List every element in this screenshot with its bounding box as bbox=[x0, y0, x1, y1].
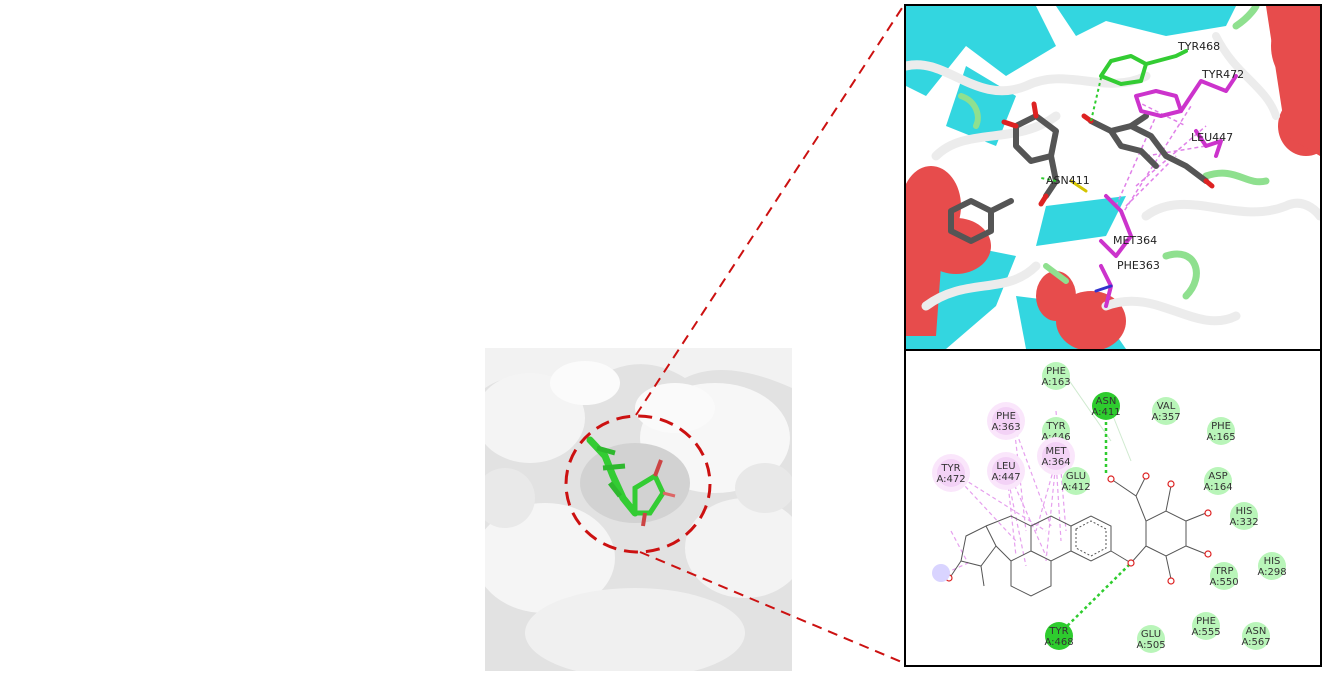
hydrophobic-interactions bbox=[1115, 100, 1207, 217]
label-met364: MET364 bbox=[1113, 234, 1157, 247]
residue-name: HIS bbox=[1236, 506, 1253, 517]
residue-name: PHE bbox=[996, 411, 1016, 422]
residue-name: GLU bbox=[1066, 471, 1086, 482]
residue-id: A:411 bbox=[1091, 407, 1120, 418]
residue-name: ASP bbox=[1208, 471, 1227, 482]
oxygen-atoms bbox=[1001, 101, 1215, 207]
residue-id: A:567 bbox=[1241, 637, 1270, 648]
residue-id: A:468 bbox=[1044, 637, 1073, 648]
residue-id: A:332 bbox=[1229, 517, 1258, 528]
h-bond-lines bbox=[1040, 77, 1102, 182]
residue-name: ASN bbox=[1246, 626, 1267, 637]
residue-name: TYR bbox=[940, 463, 960, 474]
residue-name: PHE bbox=[1211, 421, 1231, 432]
label-tyr468: TYR468 bbox=[1177, 40, 1220, 53]
protein-surface-view bbox=[485, 348, 792, 671]
label-leu447: LEU447 bbox=[1191, 131, 1233, 144]
residue-name: PHE bbox=[1196, 616, 1216, 627]
interaction-2d-panel: PHEA:163ASNA:411VALA:357PHEA:363TYRA:446… bbox=[904, 349, 1322, 667]
residue-id: A:412 bbox=[1061, 482, 1090, 493]
vdw-contact-lines bbox=[1065, 375, 1132, 462]
residue-name: TRP bbox=[1213, 566, 1233, 577]
label-tyr472: TYR472 bbox=[1201, 68, 1244, 81]
residue-id: A:164 bbox=[1203, 482, 1232, 493]
label-asn411: ASN411 bbox=[1046, 174, 1090, 187]
ligand-2d-oxygens bbox=[945, 472, 1212, 585]
residue-id: A:357 bbox=[1151, 412, 1180, 423]
residue-id: A:163 bbox=[1041, 377, 1070, 388]
binding-pocket-circle bbox=[564, 414, 712, 554]
residue-name: TYR bbox=[1048, 626, 1068, 637]
residue-name: VAL bbox=[1157, 401, 1176, 412]
residue-name: LEU bbox=[996, 461, 1015, 472]
residue-name: MET bbox=[1045, 446, 1067, 457]
h-bond-lines-2d bbox=[1058, 416, 1132, 635]
ribbon-coils bbox=[906, 6, 1320, 326]
label-phe363: PHE363 bbox=[1117, 259, 1160, 272]
residue-sticks bbox=[1069, 49, 1238, 308]
ligand-2d-structure bbox=[950, 475, 1207, 597]
residue-id: A:165 bbox=[1206, 432, 1235, 443]
residue-name: TYR bbox=[1045, 421, 1065, 432]
residue-name: HIS bbox=[1264, 556, 1281, 567]
nitrogen-highlight bbox=[932, 564, 950, 582]
residue-id: A:447 bbox=[991, 472, 1020, 483]
zoom-line-top bbox=[635, 4, 905, 416]
residue-id: A:298 bbox=[1257, 567, 1286, 578]
residue-id: A:363 bbox=[991, 422, 1020, 433]
docked-ligand bbox=[586, 436, 676, 527]
residue-id: A:364 bbox=[1041, 457, 1070, 468]
residue-id: A:472 bbox=[936, 474, 965, 485]
residue-name: PHE bbox=[1046, 366, 1066, 377]
residue-nodes: PHEA:163ASNA:411VALA:357PHEA:363TYRA:446… bbox=[932, 362, 1287, 653]
zoom-line-bottom bbox=[639, 551, 905, 664]
residue-id: A:505 bbox=[1136, 640, 1165, 651]
residue-id: A:550 bbox=[1209, 577, 1238, 588]
residue-name: GLU bbox=[1141, 629, 1161, 640]
binding-site-3d-panel: TYR468 TYR472 LEU447 ASN411 MET364 PHE36… bbox=[904, 4, 1322, 351]
residue-name: ASN bbox=[1096, 396, 1117, 407]
residue-id: A:555 bbox=[1191, 627, 1220, 638]
